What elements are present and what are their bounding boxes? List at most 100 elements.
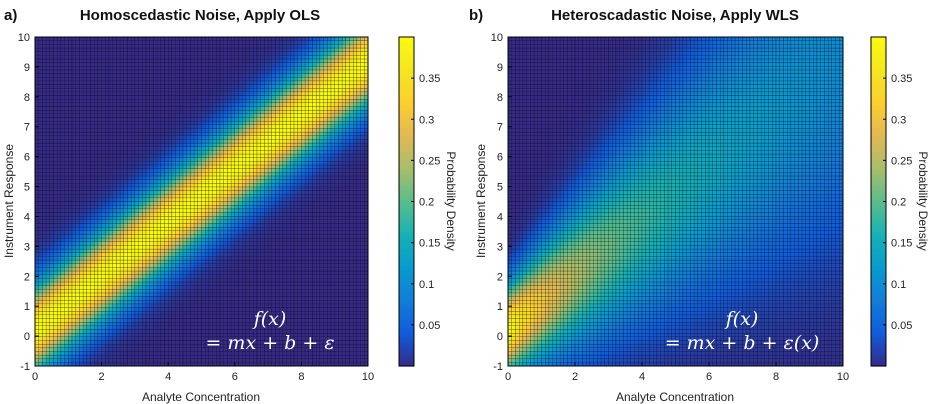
heatmap-cell (193, 131, 199, 136)
heatmap-cell (112, 58, 117, 63)
heatmap-cell (86, 186, 91, 191)
heatmap-cell (105, 168, 110, 173)
heatmap-cell (108, 47, 113, 52)
heatmap-cell (171, 267, 176, 272)
heatmap-cell (71, 285, 76, 290)
heatmap-cell (105, 36, 110, 41)
heatmap-cell (160, 131, 165, 136)
heatmap-cell (45, 343, 51, 348)
heatmap-cell (164, 142, 169, 147)
heatmap-cell (171, 77, 176, 82)
heatmap-cell (238, 278, 243, 283)
heatmap-cell (145, 44, 150, 49)
heatmap-cell (116, 314, 121, 319)
heatmap-cell (179, 142, 184, 147)
heatmap-cell (123, 153, 128, 158)
heatmap-cell (71, 300, 76, 305)
heatmap-cell (94, 44, 99, 49)
heatmap-cell (82, 278, 88, 283)
heatmap-cell (197, 88, 202, 93)
heatmap-cell (145, 197, 150, 202)
heatmap-cell (142, 267, 147, 272)
heatmap-cell (60, 362, 65, 367)
heatmap-cell (34, 347, 39, 352)
heatmap-cell (45, 150, 51, 155)
heatmap-cell (116, 44, 121, 49)
heatmap-cell (94, 237, 99, 242)
heatmap-cell (186, 47, 191, 52)
heatmap-cell (179, 351, 184, 356)
heatmap-cell (153, 318, 158, 323)
heatmap-cell (101, 289, 106, 294)
heatmap-cell (53, 289, 58, 294)
heatmap-cell (145, 84, 150, 89)
heatmap-cell (119, 102, 125, 107)
heatmap-cell (38, 343, 43, 348)
heatmap-cell (164, 347, 169, 352)
heatmap-cell (201, 183, 206, 188)
heatmap-cell (101, 109, 106, 114)
heatmap-cell (71, 263, 76, 268)
heatmap-cell (212, 135, 217, 140)
heatmap-cell (186, 208, 191, 213)
heatmap-cell (108, 69, 113, 74)
heatmap-cell (82, 274, 88, 279)
heatmap-cell (238, 292, 243, 297)
heatmap-cell (68, 358, 73, 363)
heatmap-cell (197, 263, 202, 268)
heatmap-cell (179, 139, 184, 144)
heatmap-cell (97, 314, 102, 319)
heatmap-cell (201, 263, 206, 268)
heatmap-cell (234, 80, 239, 85)
heatmap-cell (38, 219, 43, 224)
heatmap-cell (156, 245, 162, 250)
heatmap-cell (68, 128, 73, 133)
heatmap-cell (227, 267, 232, 272)
heatmap-cell (116, 252, 121, 257)
heatmap-cell (86, 161, 91, 166)
heatmap-cell (223, 109, 228, 114)
heatmap-cell (75, 153, 80, 158)
heatmap-cell (60, 55, 65, 60)
heatmap-cell (79, 219, 84, 224)
heatmap-cell (234, 241, 239, 246)
heatmap-cell (142, 256, 147, 261)
heatmap-cell (127, 241, 132, 246)
heatmap-cell (201, 223, 206, 228)
heatmap-cell (101, 296, 106, 301)
heatmap-cell (116, 183, 121, 188)
heatmap-cell (53, 135, 58, 140)
heatmap-cell (101, 62, 106, 67)
heatmap-cell (134, 190, 139, 195)
heatmap-cell (223, 153, 228, 158)
heatmap-cell (127, 80, 132, 85)
heatmap-cell (82, 285, 88, 290)
heatmap-cell (193, 120, 199, 125)
heatmap-cell (60, 117, 65, 122)
heatmap-cell (68, 354, 73, 359)
heatmap-cell (68, 274, 73, 279)
heatmap-cell (105, 208, 110, 213)
heatmap-cell (138, 153, 143, 158)
heatmap-cell (134, 274, 139, 279)
heatmap-cell (101, 230, 106, 235)
heatmap-cell (219, 146, 224, 151)
heatmap-cell (86, 131, 91, 136)
heatmap-cell (131, 98, 136, 104)
heatmap-cell (82, 106, 88, 111)
heatmap-cell (127, 66, 132, 71)
heatmap-cell (216, 311, 221, 316)
heatmap-cell (175, 274, 180, 279)
heatmap-cell (38, 248, 43, 253)
heatmap-cell (71, 241, 76, 246)
heatmap-cell (212, 190, 217, 195)
heatmap-cell (186, 223, 191, 228)
heatmap-cell (123, 197, 128, 202)
heatmap-cell (79, 66, 84, 71)
heatmap-cell (79, 329, 84, 334)
heatmap-cell (197, 230, 202, 235)
heatmap-cell (153, 219, 158, 224)
heatmap-cell (138, 245, 143, 250)
heatmap-cell (142, 98, 147, 104)
heatmap-cell (38, 325, 43, 330)
